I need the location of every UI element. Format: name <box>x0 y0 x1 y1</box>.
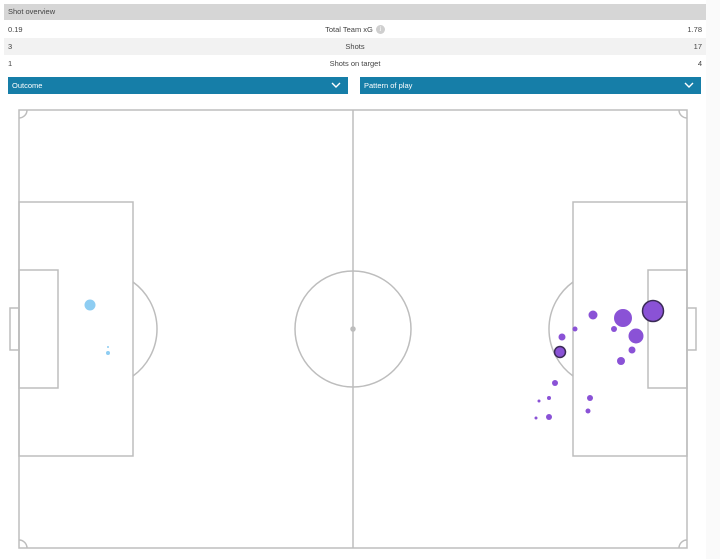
section-title: Shot overview <box>8 7 56 16</box>
shot-marker[interactable] <box>611 326 617 332</box>
shot-marker[interactable] <box>106 351 110 355</box>
left-goal-area <box>18 269 59 389</box>
info-icon[interactable]: i <box>375 25 385 35</box>
chevron-down-icon <box>331 82 341 88</box>
shot-marker[interactable] <box>617 357 625 365</box>
stat-row-shots-on-target: 1 Shots on target 4 <box>4 55 706 72</box>
away-sot-value: 4 <box>697 59 702 68</box>
center-circle <box>294 270 412 388</box>
shot-marker[interactable] <box>628 328 644 344</box>
shot-marker[interactable] <box>585 408 591 414</box>
right-penalty-area <box>572 201 688 457</box>
shot-marker[interactable] <box>552 380 558 386</box>
shot-marker[interactable] <box>588 310 598 320</box>
shot-marker[interactable] <box>614 309 632 327</box>
shot-marker[interactable] <box>84 299 96 311</box>
pattern-of-play-dropdown[interactable]: Pattern of play <box>360 77 701 94</box>
shot-marker[interactable] <box>547 396 551 400</box>
shot-marker[interactable] <box>546 414 552 420</box>
stat-row-shots: 3 Shots 17 <box>4 38 706 55</box>
shot-marker[interactable] <box>558 333 566 341</box>
home-sot-value: 1 <box>8 59 13 68</box>
outcome-dropdown[interactable]: Outcome <box>8 77 348 94</box>
section-header: Shot overview <box>4 4 706 20</box>
shot-marker[interactable] <box>587 395 593 401</box>
goal-shot-marker[interactable] <box>553 345 567 359</box>
center-spot <box>350 326 356 332</box>
goal-shot-marker[interactable] <box>641 299 665 323</box>
outcome-dropdown-label: Outcome <box>12 81 43 90</box>
xg-label: Total Team xG <box>325 24 373 34</box>
shot-marker[interactable] <box>628 346 636 354</box>
away-xg-value: 1.78 <box>687 25 702 34</box>
stat-row-xg: 0.19 Total Team xG i 1.78 <box>4 21 706 38</box>
left-penalty-arc <box>132 281 158 377</box>
shot-marker[interactable] <box>534 416 538 420</box>
right-goal <box>686 307 697 351</box>
right-penalty-arc <box>548 281 574 377</box>
home-shots <box>84 299 110 355</box>
away-shots-value: 17 <box>693 42 702 51</box>
scrollbar[interactable] <box>706 0 720 559</box>
corner-arc <box>18 109 28 119</box>
stats-table: 0.19 Total Team xG i 1.78 3 Shots 17 1 Sh… <box>4 21 706 72</box>
home-xg-value: 0.19 <box>8 25 23 34</box>
pattern-dropdown-label: Pattern of play <box>364 81 413 90</box>
shots-label: Shots <box>345 42 365 51</box>
away-shots <box>534 299 665 420</box>
pitch-shot-map <box>9 109 697 549</box>
right-goal-area <box>647 269 688 389</box>
sot-label: Shots on target <box>329 59 381 68</box>
corner-arc <box>678 539 688 549</box>
corner-arc <box>678 109 688 119</box>
corner-arc <box>18 539 28 549</box>
shot-marker[interactable] <box>537 399 541 403</box>
left-penalty-area <box>18 201 134 457</box>
left-goal <box>9 307 20 351</box>
pitch-lines <box>9 109 697 549</box>
shot-marker[interactable] <box>107 346 109 348</box>
shot-marker[interactable] <box>572 326 578 332</box>
chevron-down-icon <box>684 82 694 88</box>
home-shots-value: 3 <box>8 42 13 51</box>
